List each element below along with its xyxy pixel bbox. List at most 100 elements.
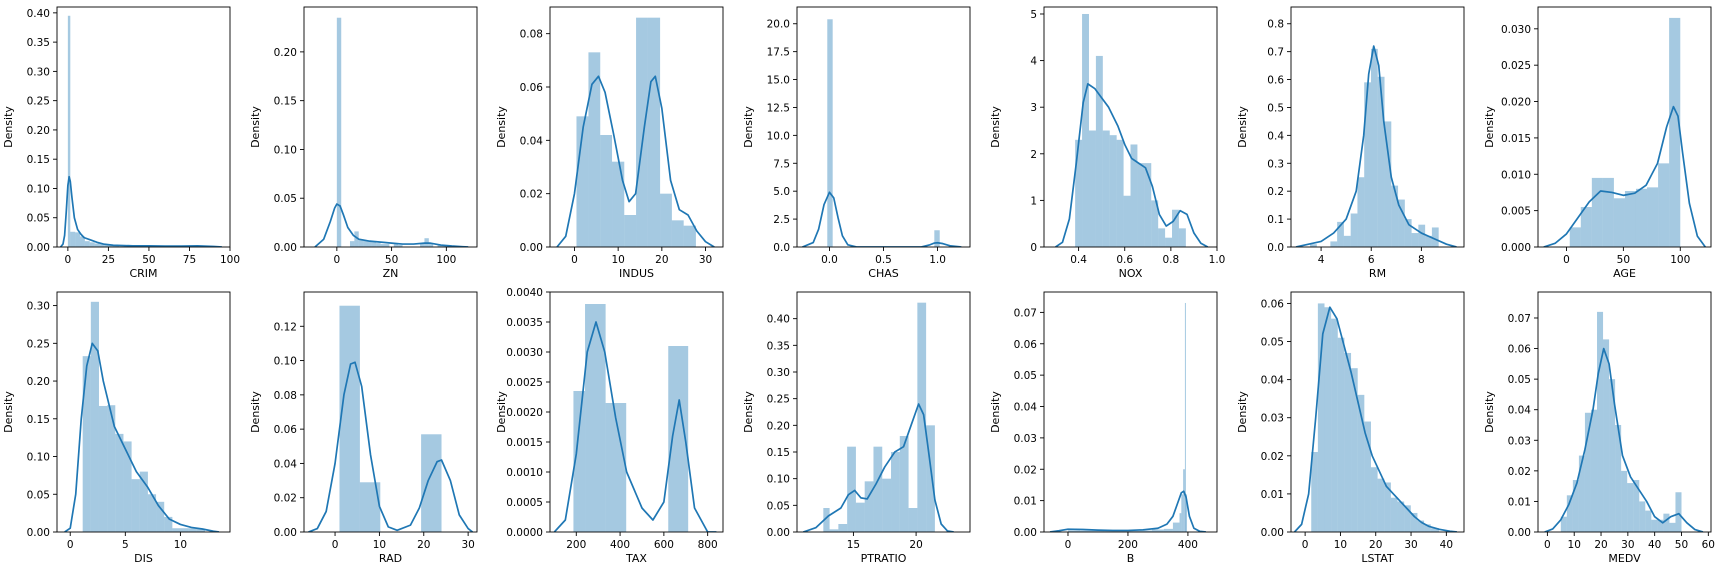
hist-bar-zn-0 <box>336 17 342 247</box>
hist-bar-rm-8 <box>1377 76 1385 247</box>
subplot-nox: 0.4 0.6 0.8 1.0 0 1 2 3 4 5 NOX Density <box>989 6 1225 280</box>
y-axis-label: Density <box>495 106 508 148</box>
y-tick-label: 0.25 <box>27 338 50 350</box>
hist-bar-rm-5 <box>1357 177 1365 247</box>
hist-bar-rad-0 <box>339 305 360 532</box>
hist-bar-dis-3 <box>107 405 116 532</box>
x-axis-label: TAX <box>625 552 647 565</box>
x-tick-label: 20 <box>1594 539 1607 551</box>
y-tick-label: 0.015 <box>1501 133 1531 145</box>
hist-bar-rm-4 <box>1350 213 1358 247</box>
hist-bar-crim-4 <box>84 241 90 247</box>
y-tick-label: 15.0 <box>767 75 790 87</box>
y-tick-label: 0.02 <box>520 189 543 201</box>
hist-bar-medv-2 <box>1572 480 1579 532</box>
x-tick-label: 0.6 <box>1116 254 1133 266</box>
y-tick-label: 0.8 <box>1267 19 1284 31</box>
x-tick-label: 0 <box>1563 254 1570 266</box>
plot-area <box>1295 45 1457 247</box>
y-tick-label: 0.30 <box>27 66 50 78</box>
x-axis-label: ZN <box>383 267 399 280</box>
hist-bar-b-11 <box>1181 494 1184 532</box>
hist-bar-rm-1 <box>1330 241 1338 247</box>
y-axis-label: Density <box>249 106 262 148</box>
hist-bar-age-4 <box>1613 198 1625 247</box>
hist-bar-ptratio-2 <box>838 524 848 532</box>
axes-frame <box>1043 291 1218 533</box>
x-tick-label: 20 <box>417 539 430 551</box>
hist-bar-rm-12 <box>1404 219 1412 247</box>
y-tick-label: 0.01 <box>1508 496 1531 508</box>
plot-area <box>64 301 220 532</box>
x-axis-label: RM <box>1369 267 1386 280</box>
hist-bar-indus-7 <box>660 193 672 247</box>
y-tick-label: 0.0035 <box>506 317 543 329</box>
hist-bar-ptratio-11 <box>917 302 927 532</box>
y-tick-label: 0.02 <box>1014 464 1037 476</box>
y-axis-label: Density <box>1483 106 1496 148</box>
kde-line-medv <box>1544 347 1704 532</box>
y-tick-label: 0.06 <box>274 424 298 436</box>
hist-bar-lstat-6 <box>1351 368 1358 532</box>
hist-bar-lstat-15 <box>1410 512 1418 532</box>
y-tick-label: 0.00 <box>27 527 50 539</box>
x-axis-label: RAD <box>379 552 402 565</box>
x-tick-label: 0.4 <box>1070 254 1087 266</box>
x-tick-label: 8 <box>1418 254 1425 266</box>
hist-bar-rm-6 <box>1364 82 1371 247</box>
kde-line-b <box>1049 490 1206 532</box>
hist-bar-nox-8 <box>1130 144 1138 247</box>
hist-bar-b-5 <box>1127 530 1140 532</box>
hist-bar-zn-3 <box>358 239 364 247</box>
hist-bar-rad-2 <box>421 434 442 532</box>
axes-frame <box>1043 6 1218 248</box>
hist-bar-nox-6 <box>1116 139 1124 247</box>
hist-bar-lstat-1 <box>1317 303 1325 532</box>
y-tick-label: 0.00 <box>1508 527 1531 539</box>
hist-bar-medv-1 <box>1566 495 1573 532</box>
hist-bar-rm-2 <box>1337 221 1344 247</box>
hist-bar-medv-16 <box>1657 519 1664 532</box>
y-tick-label: 0.00 <box>767 527 790 539</box>
hist-bar-age-6 <box>1635 188 1648 247</box>
hist-bar-lstat-18 <box>1430 528 1440 532</box>
hist-bar-ptratio-8 <box>891 452 900 532</box>
y-tick-label: 0.20 <box>767 420 790 432</box>
y-tick-label: 0.02 <box>274 493 297 505</box>
hist-bar-medv-12 <box>1633 480 1640 532</box>
hist-bar-lstat-3 <box>1331 318 1338 532</box>
x-tick-label: 0 <box>571 254 578 266</box>
hist-bar-chas-0 <box>827 19 833 247</box>
y-tick-label: 0.25 <box>27 96 50 108</box>
x-tick-label: 0.5 <box>875 254 892 266</box>
subplot-zn: 0 50 100 0.00 0.05 0.10 0.15 0.20 ZN Density <box>249 6 478 280</box>
hist-bar-b-4 <box>1115 531 1128 532</box>
hist-bar-ptratio-0 <box>823 508 830 532</box>
y-tick-label: 0.02 <box>1508 466 1531 478</box>
x-axis-label: CRIM <box>129 267 157 280</box>
y-tick-label: 0.0020 <box>506 407 543 419</box>
hist-bar-b-6 <box>1139 530 1152 532</box>
y-tick-label: 0.03 <box>1261 413 1284 425</box>
y-tick-label: 0.04 <box>274 458 298 470</box>
x-tick-label: 800 <box>698 539 718 551</box>
y-axis-label: Density <box>742 391 755 433</box>
y-tick-label: 0.10 <box>274 356 297 368</box>
x-tick-label: 10 <box>373 539 386 551</box>
y-tick-label: 0.15 <box>767 447 790 459</box>
axes-frame <box>56 6 231 248</box>
axes-frame <box>303 291 478 533</box>
hist-bar-ptratio-9 <box>899 436 909 532</box>
hist-bar-b-8 <box>1163 528 1173 532</box>
y-tick-label: 0.10 <box>27 183 50 195</box>
x-tick-label: 0 <box>67 539 74 551</box>
x-axis-label: LSTAT <box>1361 552 1394 565</box>
hist-bar-b-7 <box>1151 529 1164 532</box>
x-tick-label: 400 <box>1178 539 1198 551</box>
hist-bar-lstat-9 <box>1370 467 1378 532</box>
x-tick-label: 50 <box>142 254 155 266</box>
hist-bar-dis-11 <box>172 528 181 532</box>
plot-area <box>802 19 962 247</box>
hist-bar-zn-15 <box>437 245 442 247</box>
y-tick-label: 0.12 <box>274 321 297 333</box>
